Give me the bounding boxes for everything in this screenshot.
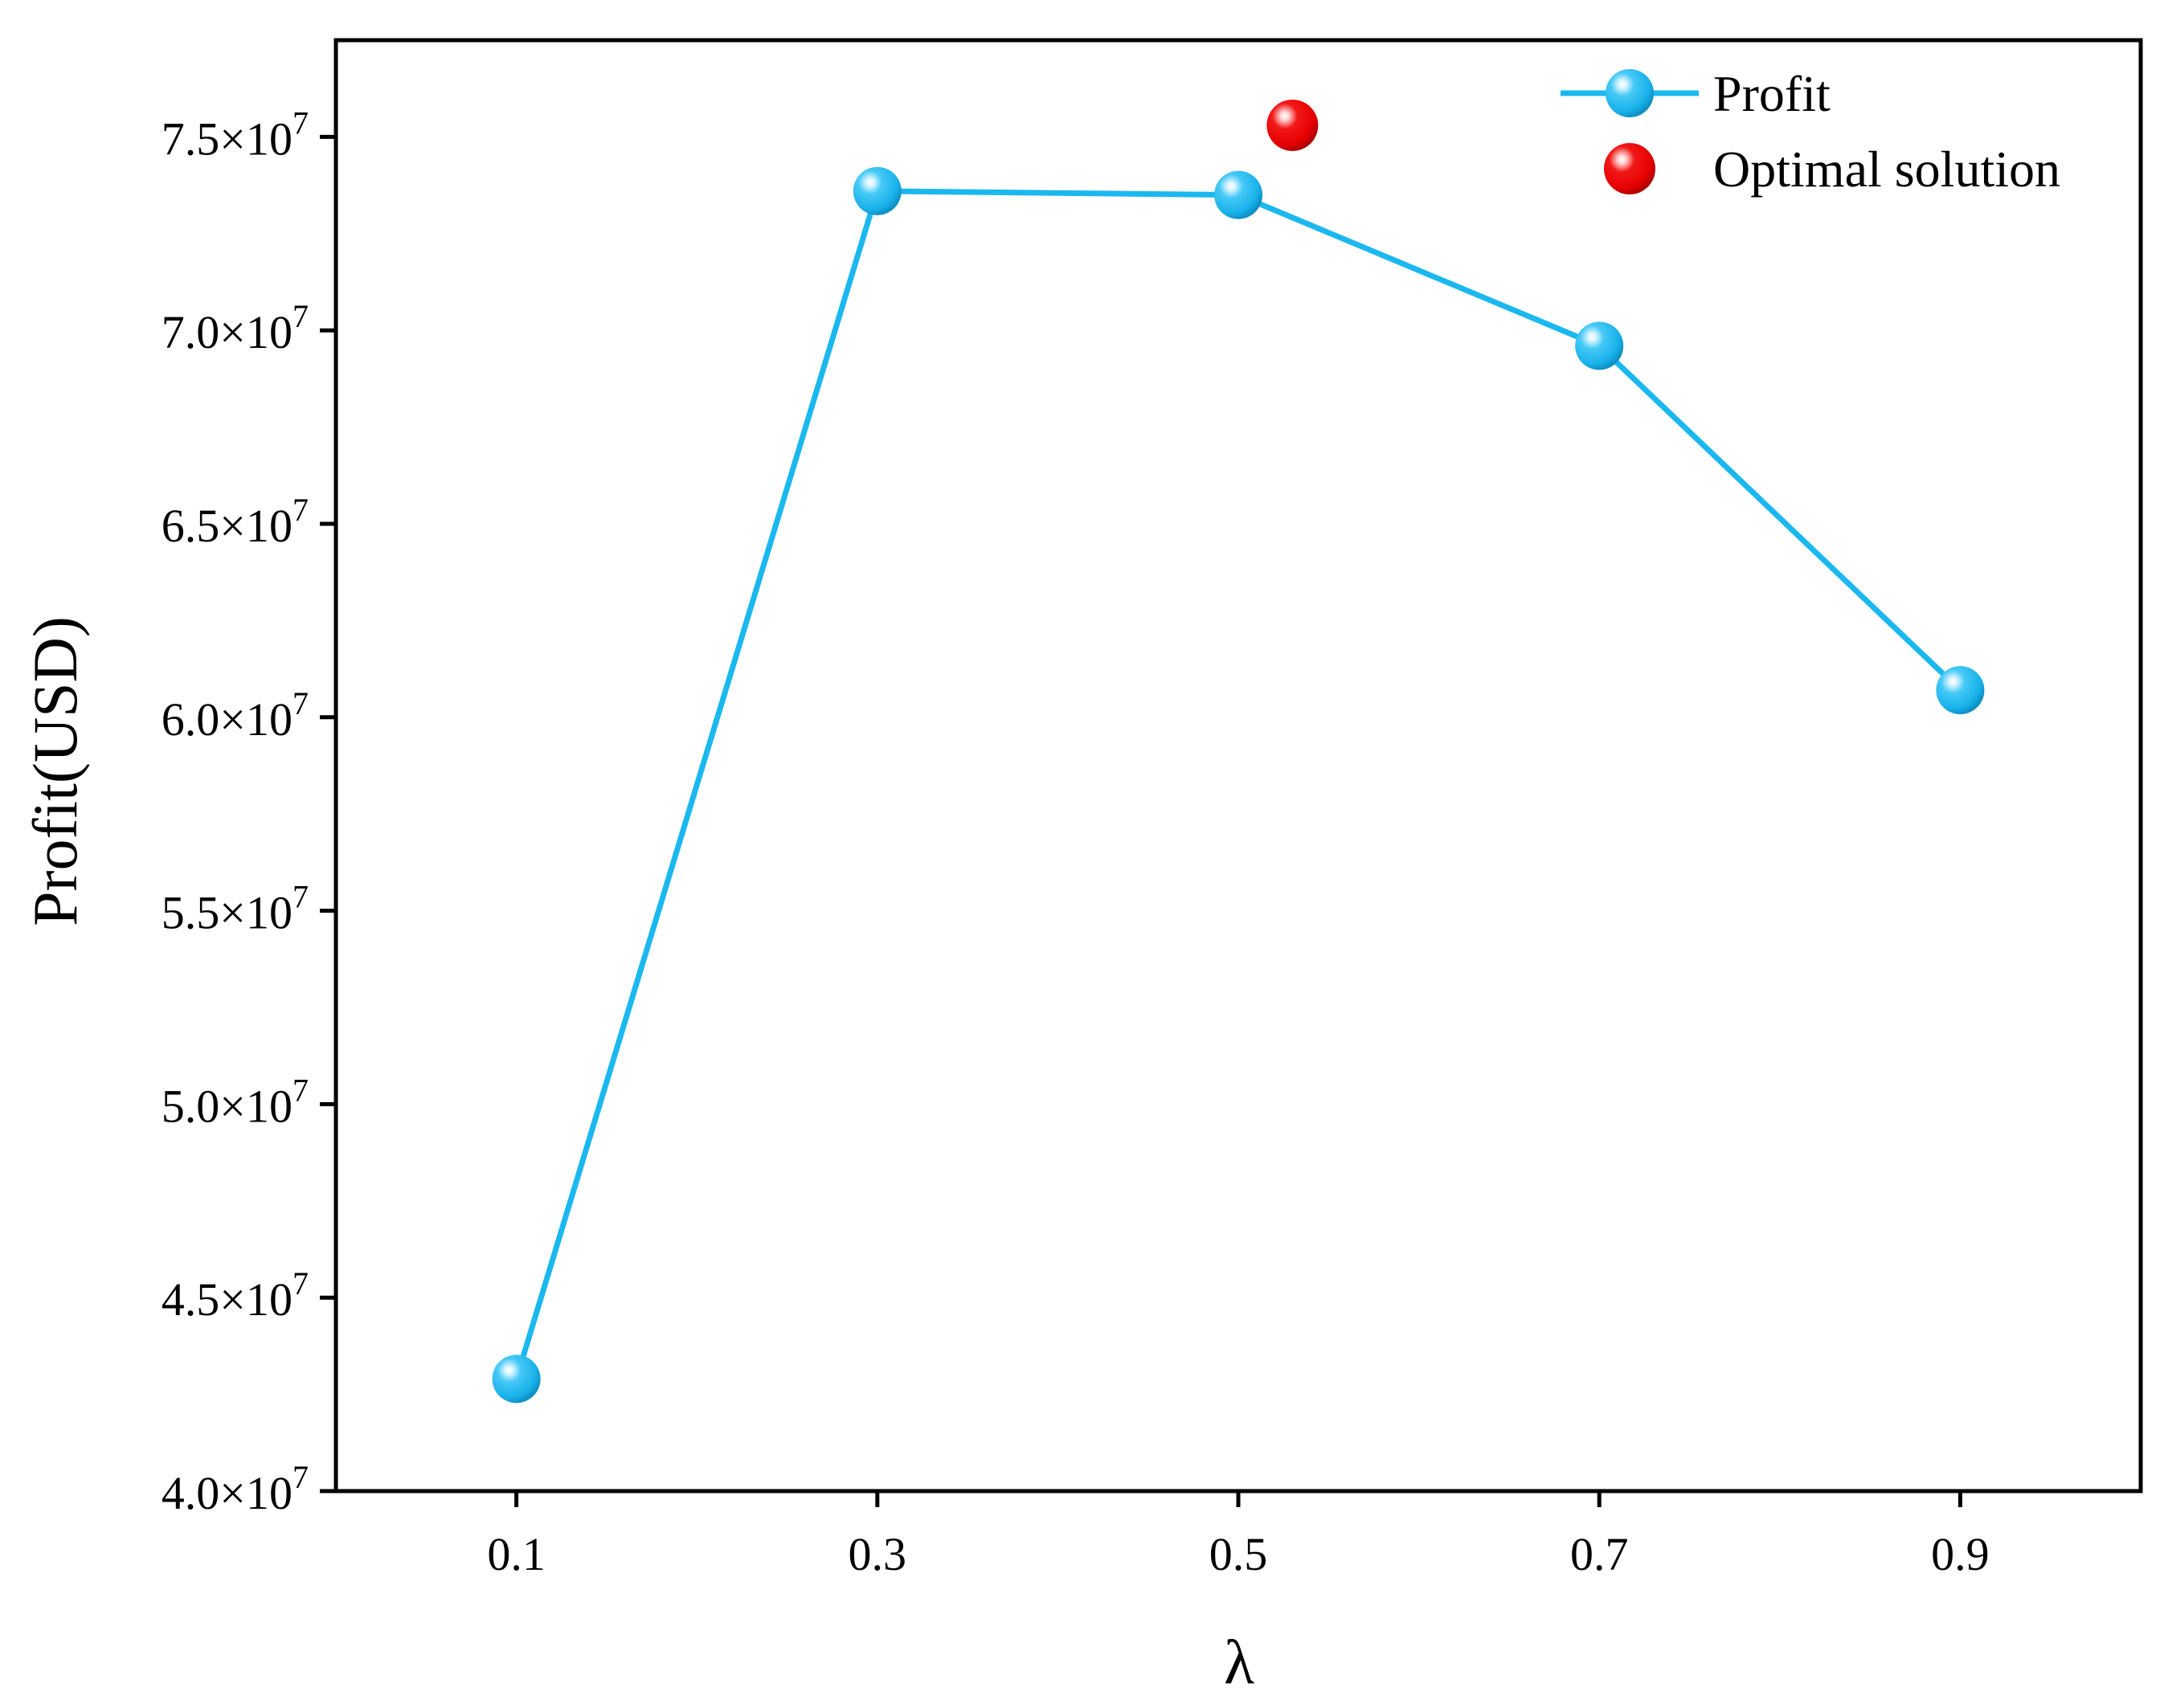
series-layer xyxy=(492,99,1985,1404)
legend-optimal-label: Optimal solution xyxy=(1713,141,2060,198)
y-axis-title: Profit(USD) xyxy=(20,616,90,926)
y-tick-label-6: 7.0×107 xyxy=(162,298,309,358)
optimal-solution-point xyxy=(1266,99,1319,151)
y-tick-label-1: 4.5×107 xyxy=(162,1265,309,1326)
y-tick-label-0: 4.0×107 xyxy=(162,1459,309,1519)
x-axis-ticks: 0.1 0.3 0.5 0.7 0.9 xyxy=(487,1491,1990,1580)
y-tick-label-3: 5.5×107 xyxy=(162,879,309,939)
y-tick-label-2: 5.0×107 xyxy=(162,1072,309,1132)
series-point-0 xyxy=(492,1355,541,1404)
x-axis-title: λ xyxy=(1224,1627,1254,1697)
y-tick-label-4: 6.0×107 xyxy=(162,685,309,746)
series-point-4 xyxy=(1936,666,1985,715)
x-tick-label-0: 0.1 xyxy=(487,1528,546,1580)
y-axis-ticks: 4.0×107 4.5×107 5.0×107 5.5×107 6.0×107 6.5×1… xyxy=(162,104,336,1519)
legend-profit-label: Profit xyxy=(1713,65,1831,122)
y-tick-label-5: 6.5×107 xyxy=(162,492,309,552)
series-line-0 xyxy=(513,188,1962,1380)
x-tick-label-1: 0.3 xyxy=(849,1528,907,1580)
series-point-1 xyxy=(853,166,902,215)
x-tick-label-3: 0.7 xyxy=(1570,1528,1629,1580)
x-tick-label-4: 0.9 xyxy=(1931,1528,1990,1580)
x-tick-label-2: 0.5 xyxy=(1209,1528,1268,1580)
plot-frame xyxy=(333,38,2143,1493)
series-point-2 xyxy=(1214,170,1262,219)
legend: Profit Optimal solution xyxy=(1561,65,2060,198)
legend-profit-marker xyxy=(1606,69,1654,117)
series-point-3 xyxy=(1575,321,1624,370)
y-tick-label-7: 7.5×107 xyxy=(162,104,309,165)
legend-optimal-marker xyxy=(1604,143,1655,194)
